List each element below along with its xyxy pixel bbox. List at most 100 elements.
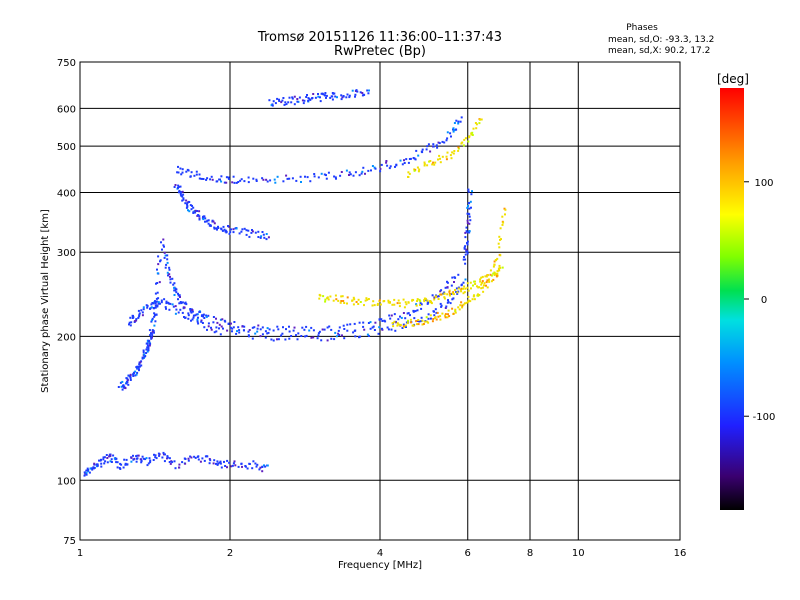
data-point	[326, 297, 329, 300]
colorbar-tick-label: 100	[754, 178, 773, 189]
data-point	[348, 171, 351, 174]
data-point	[480, 287, 483, 290]
data-point	[258, 468, 261, 471]
data-point	[282, 180, 285, 183]
data-point	[266, 464, 269, 467]
data-point	[373, 166, 376, 169]
data-point	[357, 303, 360, 305]
data-point	[125, 458, 128, 461]
data-point	[280, 334, 283, 337]
data-point	[399, 324, 402, 327]
data-point	[244, 465, 247, 468]
data-point	[466, 222, 469, 224]
data-point	[174, 467, 177, 470]
data-point	[126, 381, 129, 384]
data-point	[371, 326, 374, 329]
data-point	[339, 174, 342, 177]
data-point	[449, 302, 452, 305]
data-point	[317, 176, 320, 179]
data-point	[154, 306, 157, 309]
data-point	[213, 459, 216, 462]
data-point	[306, 176, 309, 179]
data-point	[459, 304, 462, 307]
data-point	[139, 361, 142, 364]
data-point	[169, 275, 171, 278]
data-point	[173, 289, 176, 292]
data-point	[496, 257, 499, 260]
data-point	[284, 101, 287, 104]
data-point	[404, 301, 407, 304]
data-point	[358, 174, 361, 177]
data-point	[150, 306, 153, 309]
data-point	[352, 303, 355, 306]
data-point	[140, 460, 143, 462]
data-point	[370, 169, 372, 172]
data-point	[451, 292, 454, 295]
data-point	[474, 122, 477, 124]
data-point	[342, 300, 345, 302]
data-point	[359, 91, 362, 94]
data-point	[166, 455, 169, 458]
data-point	[341, 295, 344, 298]
data-point	[293, 326, 296, 329]
data-point	[395, 163, 398, 166]
data-point	[254, 332, 257, 335]
data-point	[137, 309, 140, 312]
data-point	[129, 324, 132, 327]
data-point	[404, 317, 407, 320]
data-point	[210, 326, 212, 329]
data-point	[86, 467, 89, 470]
data-point	[169, 281, 172, 284]
data-point	[467, 295, 470, 298]
data-point	[181, 461, 184, 464]
data-point	[184, 202, 187, 205]
data-point	[237, 326, 240, 329]
data-point	[151, 319, 154, 322]
data-point	[272, 339, 275, 342]
data-point	[138, 313, 141, 316]
data-point	[215, 462, 217, 465]
data-point	[187, 209, 189, 212]
data-point	[173, 286, 176, 289]
data-point	[157, 302, 160, 305]
data-point	[443, 291, 446, 294]
data-point	[178, 294, 181, 297]
data-point	[468, 222, 471, 225]
data-point	[200, 315, 203, 317]
data-point	[216, 321, 219, 324]
data-point	[193, 455, 196, 458]
data-point	[276, 325, 279, 328]
data-point	[465, 250, 468, 253]
data-point	[492, 265, 495, 268]
data-point	[492, 272, 495, 275]
x-tick-label: 6	[465, 548, 471, 559]
x-axis-label: Frequency [MHz]	[338, 560, 422, 571]
data-point	[189, 455, 192, 458]
data-point	[138, 315, 141, 318]
data-point	[154, 456, 157, 459]
data-point	[247, 334, 250, 337]
data-point	[151, 302, 154, 304]
y-tick-label: 500	[57, 142, 76, 153]
data-point	[150, 303, 153, 306]
data-point	[218, 323, 221, 326]
data-point	[354, 93, 357, 96]
data-point	[179, 296, 181, 298]
data-point	[161, 456, 164, 459]
data-point	[482, 290, 485, 293]
data-point	[453, 281, 455, 283]
data-point	[247, 181, 250, 184]
data-point	[330, 328, 333, 331]
data-point	[296, 100, 299, 103]
data-point	[182, 197, 185, 200]
data-point	[160, 301, 163, 304]
data-point	[459, 120, 462, 123]
data-point	[98, 459, 100, 462]
data-point	[183, 316, 185, 318]
data-point	[416, 166, 419, 169]
data-point	[455, 119, 458, 122]
data-point	[145, 352, 148, 354]
data-point	[466, 219, 469, 222]
data-point	[423, 164, 426, 167]
x-tick-label: 8	[527, 548, 533, 559]
